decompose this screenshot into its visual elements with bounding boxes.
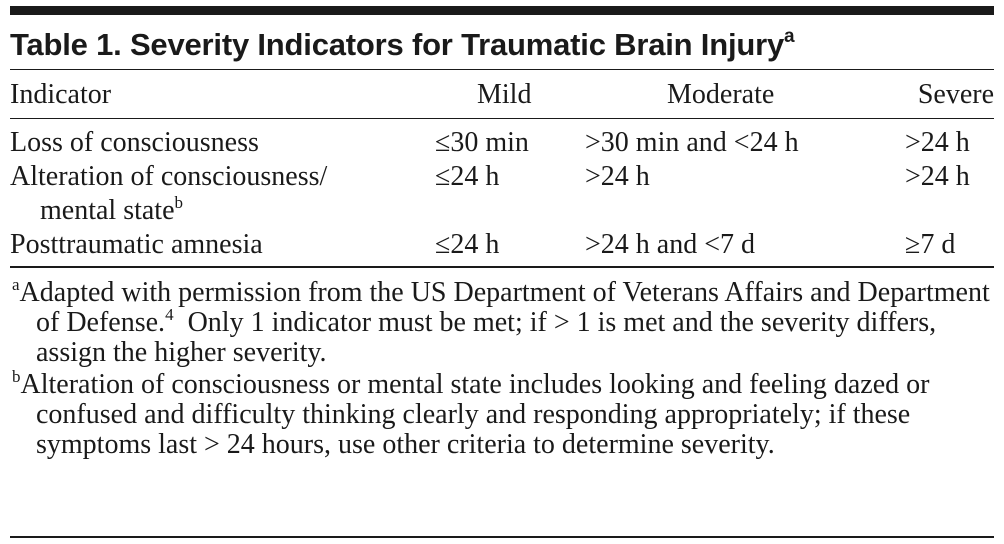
table-row: Loss of consciousness ≤30 min >30 min an… (10, 119, 994, 160)
top-rule (10, 6, 994, 15)
header-severe: Severe (917, 79, 994, 110)
table-figure: Table 1. Severity Indicators for Traumat… (10, 0, 994, 462)
table-row: Posttraumatic amnesia ≤24 h >24 h and <7… (10, 228, 994, 266)
table-title: Table 1. Severity Indicators for Traumat… (10, 25, 994, 65)
severity-table: Indicator Mild Moderate Severe Loss of c… (10, 70, 994, 266)
cell-indicator: Alteration of consciousness/ mental stat… (10, 160, 435, 228)
title-footnote-marker: a (784, 26, 795, 47)
row-footnote-marker: b (174, 193, 184, 212)
cell-moderate: >24 h (585, 161, 650, 192)
cell-severe: >24 h (905, 161, 970, 192)
footnote-marker: b (12, 367, 21, 386)
footnote-reference: 4 (165, 305, 174, 324)
cell-severe: ≥7 d (905, 229, 956, 260)
footnote-text-cont: Only 1 indicator must be met; if > 1 is … (36, 307, 944, 368)
title-rule (10, 69, 994, 70)
footnotes: aAdapted with permission from the US Dep… (10, 275, 994, 460)
cell-moderate: >24 h and <7 d (585, 229, 756, 260)
cell-indicator-cont: mental state (40, 195, 175, 226)
header-rule (10, 118, 994, 119)
page-bottom-rule (10, 536, 994, 538)
header-moderate: Moderate (667, 79, 775, 110)
cell-mild: ≤24 h (435, 161, 500, 192)
table-title-text: Table 1. Severity Indicators for Traumat… (10, 27, 785, 62)
header-mild: Mild (477, 79, 532, 110)
footnote-marker: a (12, 275, 20, 294)
cell-indicator: Loss of consciousness (10, 127, 259, 158)
footnote-b: bAlteration of consciousness or mental s… (10, 367, 994, 460)
footnote-a: aAdapted with permission from the US Dep… (10, 275, 994, 368)
cell-indicator-line2: mental stateb (10, 194, 435, 228)
cell-severe: >24 h (905, 127, 970, 158)
footnote-text: Adapted with permission from the US Depa… (19, 277, 990, 338)
cell-moderate: >30 min and <24 h (585, 127, 799, 158)
cell-mild: ≤30 min (435, 127, 529, 158)
footnote-text: Alteration of consciousness or mental st… (20, 369, 930, 460)
header-indicator: Indicator (10, 79, 112, 110)
cell-indicator-line1: Alteration of consciousness/ (10, 161, 328, 192)
cell-mild: ≤24 h (435, 229, 500, 260)
header-row: Indicator Mild Moderate Severe (10, 70, 994, 118)
cell-indicator: Posttraumatic amnesia (10, 229, 263, 260)
table-bottom-rule (10, 266, 994, 268)
table-row: Alteration of consciousness/ mental stat… (10, 160, 994, 228)
